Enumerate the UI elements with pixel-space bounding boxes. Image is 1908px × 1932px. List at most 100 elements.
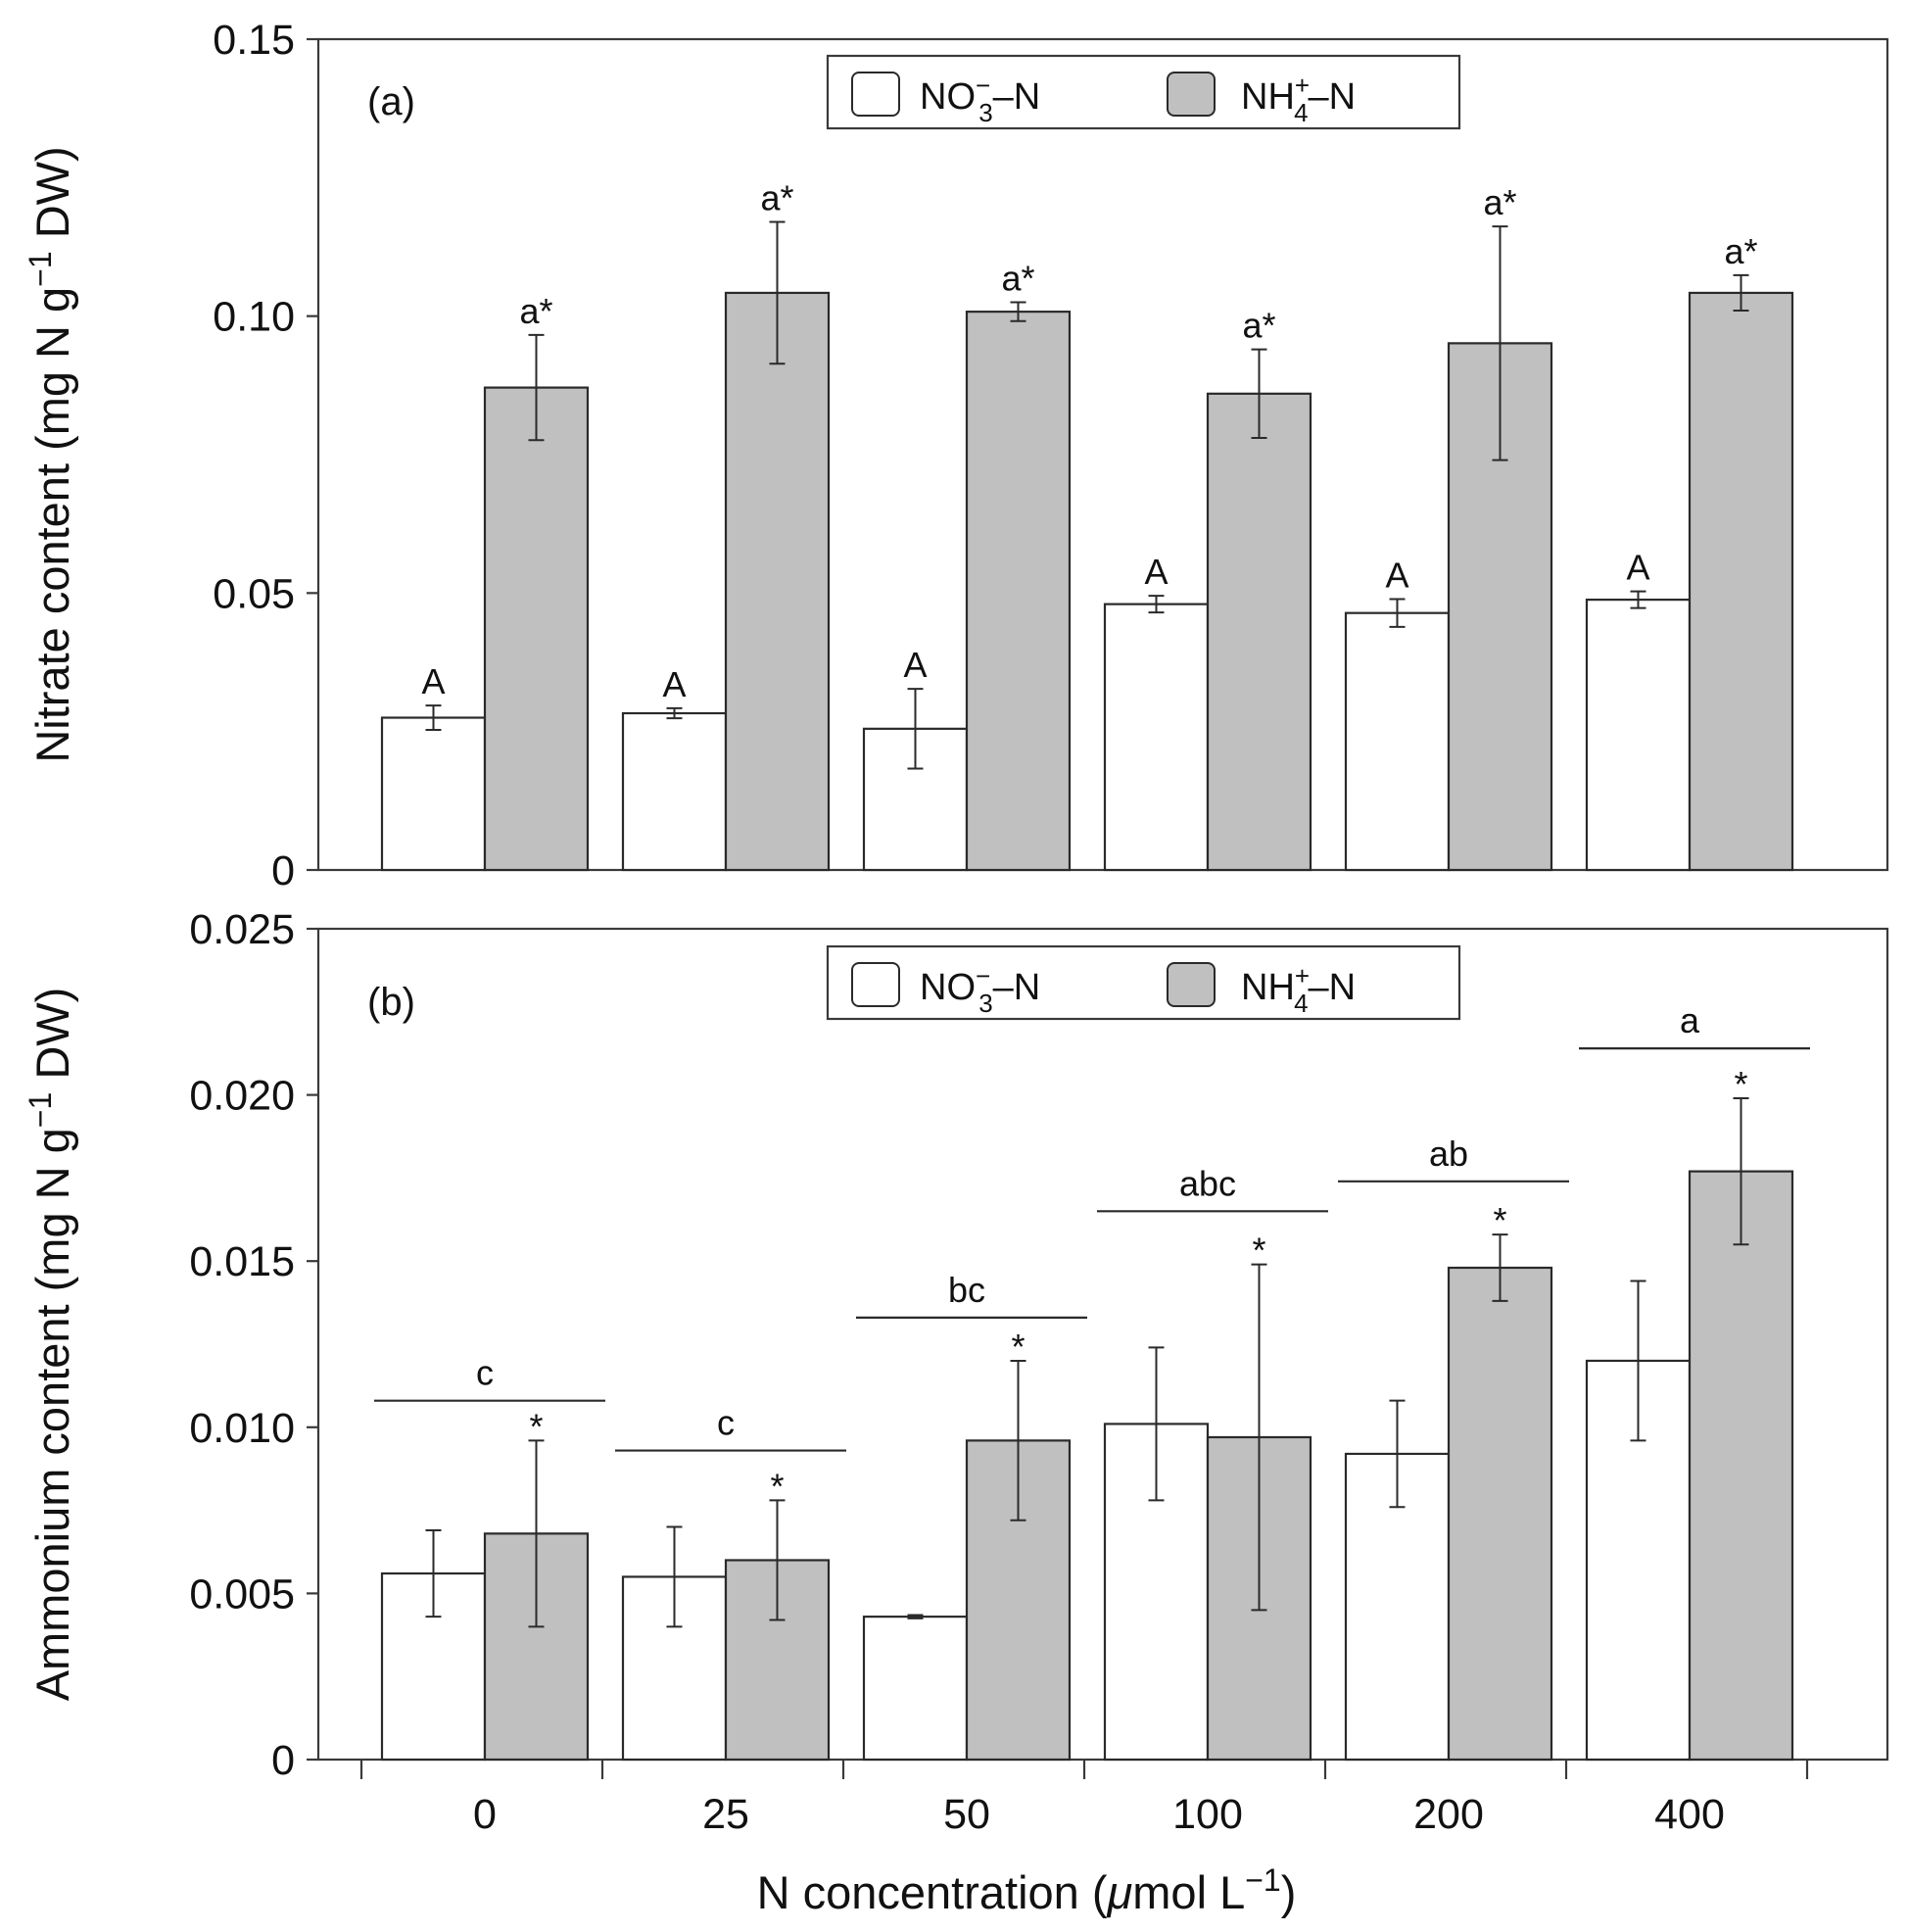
significance-label-no3: A [1144,552,1168,592]
significance-label-nh4: * [1493,1200,1506,1240]
panel-a-nitrate-chart: (a) NO− 3–N NH+ 4–N Nitrate content (mg N … [23,17,1889,894]
x-tick-label: 100 [1172,1791,1243,1838]
significance-label-nh4: * [1252,1231,1265,1271]
significance-label-no3: A [1385,555,1408,596]
panel-a-plot-frame [316,37,1889,872]
y-tick-label: 0.005 [189,1570,295,1618]
legend-label-nh4: NH+ 4–N [1241,961,1356,1018]
error-bar-no3-400 [1630,590,1646,609]
error-bar-nh4-100 [1251,1263,1267,1612]
group-significance-label: c [476,1353,494,1393]
bar-nh4-400 [1688,1170,1794,1762]
y-tick-label: 0.025 [189,906,295,953]
error-bar-nh4-0 [528,333,545,442]
error-bar-nh4-25 [769,1499,786,1621]
x-tick-label: 25 [702,1791,749,1838]
x-tick-label: 0 [473,1791,497,1838]
bar-nh4-0 [483,386,590,872]
significance-label-nh4: * [1011,1327,1025,1367]
significance-label-no3: A [1626,548,1649,588]
bar-no3-200 [1344,611,1451,872]
significance-label-nh4: a* [1724,231,1757,271]
bar-no3-100 [1103,603,1210,872]
y-tick-label: 0.15 [213,17,295,64]
bar-nh4-100 [1206,392,1312,872]
x-axis: 0 25 50 100 200 400 [359,1760,1809,1838]
error-bar-nh4-400 [1733,1096,1749,1246]
panel-a-y-axis-title: Nitrate content (mg N g−1 DW) [23,146,78,762]
x-tick-label: 200 [1413,1791,1484,1838]
legend-label-nh4: NH+ 4–N [1241,71,1356,127]
error-bar-nh4-200 [1492,225,1508,461]
bar-nh4-25 [724,291,831,872]
error-bar-no3-0 [425,704,442,731]
error-bar-nh4-400 [1733,273,1749,313]
bar-no3-0 [380,716,487,872]
error-bar-no3-25 [666,706,683,720]
y-tick-label: 0 [271,1737,295,1784]
bar-no3-25 [621,711,728,872]
error-bar-no3-50 [907,1614,924,1619]
significance-label-nh4: a* [519,291,552,331]
error-bar-nh4-200 [1492,1233,1508,1302]
error-bar-no3-100 [1148,595,1165,614]
bar-nh4-400 [1688,291,1794,872]
significance-label-no3: A [903,645,927,685]
legend-swatch-no3 [851,72,900,117]
legend-frame [826,54,1461,130]
significance-label-nh4: a* [1242,306,1275,346]
x-tick-label: 50 [943,1791,990,1838]
group-significance-label: ab [1429,1134,1468,1174]
legend-swatch-nh4 [1167,962,1216,1007]
y-tick-label: 0.10 [213,294,295,341]
legend-label-no3: NO− 3–N [920,71,1040,127]
error-bar-nh4-100 [1251,348,1267,440]
bar-no3-400 [1585,599,1692,872]
y-tick-label: 0.015 [189,1238,295,1285]
y-tick-label: 0.020 [189,1073,295,1120]
error-bar-no3-25 [666,1525,683,1628]
y-tick-label: 0.010 [189,1405,295,1452]
panel-a-tag: (a) [367,80,415,123]
significance-label-nh4: a* [760,178,793,218]
error-bar-no3-0 [425,1528,442,1618]
error-bar-no3-100 [1148,1346,1165,1502]
error-bar-no3-200 [1389,1399,1406,1509]
panel-b-y-axis-title: Ammonium content (mg N g−1 DW) [23,988,78,1702]
x-tick-label: 400 [1654,1791,1725,1838]
panel-b-ammonium-chart: (b) NO− 3–N NH+ 4–N Ammonium content (mg N… [23,906,1889,1784]
bar-nh4-200 [1447,1266,1553,1762]
significance-label-nh4: * [770,1466,784,1506]
error-bar-nh4-50 [1010,301,1026,322]
bar-no3-50 [862,1616,969,1762]
x-axis-title: N concentration (μmol L−1) [757,1862,1297,1918]
significance-label-no3: A [421,661,445,701]
significance-label-nh4: * [529,1406,543,1446]
panel-b-legend: NO− 3–N NH+ 4–N [826,944,1461,1021]
bar-nh4-50 [965,311,1072,872]
error-bar-no3-200 [1389,598,1406,628]
error-bar-nh4-25 [769,220,786,365]
group-significance-label: bc [948,1270,985,1310]
significance-label-nh4: a* [1483,182,1516,222]
significance-label-nh4: * [1734,1064,1747,1104]
legend-swatch-nh4 [1167,72,1216,117]
group-significance-label: abc [1179,1163,1236,1203]
error-bar-nh4-0 [528,1439,545,1628]
error-bar-no3-50 [907,688,924,770]
legend-frame [826,944,1461,1021]
panel-a-legend: NO− 3–N NH+ 4–N [826,54,1461,130]
significance-label-no3: A [662,664,686,704]
panel-b-plot-frame [316,927,1889,1762]
panel-b-tag: (b) [367,981,415,1024]
legend-label-no3: NO− 3–N [920,961,1040,1018]
group-significance-label: a [1680,1000,1700,1040]
significance-label-nh4: a* [1001,259,1034,299]
group-significance-label: c [717,1403,735,1443]
legend-swatch-no3 [851,962,900,1007]
error-bar-nh4-50 [1010,1359,1026,1521]
y-tick-label: 0.05 [213,570,295,617]
error-bar-no3-400 [1630,1280,1646,1442]
y-tick-label: 0 [271,847,295,894]
